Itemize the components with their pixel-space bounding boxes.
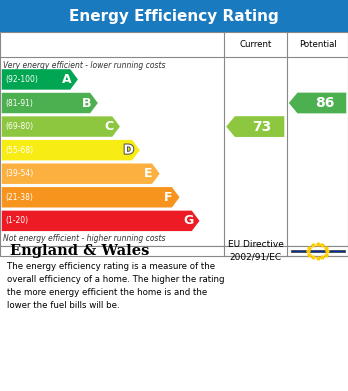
Polygon shape bbox=[2, 211, 199, 231]
Polygon shape bbox=[2, 163, 160, 184]
Text: (81-91): (81-91) bbox=[5, 99, 33, 108]
Text: England & Wales: England & Wales bbox=[10, 244, 150, 258]
Text: E: E bbox=[144, 167, 153, 180]
Bar bbox=[291, 250, 345, 252]
Bar bbox=[0, 246, 348, 256]
Polygon shape bbox=[2, 187, 180, 208]
Text: Very energy efficient - lower running costs: Very energy efficient - lower running co… bbox=[3, 61, 166, 70]
Text: EU Directive
2002/91/EC: EU Directive 2002/91/EC bbox=[228, 240, 284, 262]
Text: (69-80): (69-80) bbox=[5, 122, 33, 131]
Text: G: G bbox=[183, 214, 193, 227]
Text: 73: 73 bbox=[253, 120, 272, 134]
Text: 86: 86 bbox=[315, 96, 334, 110]
Bar bbox=[0, 0, 348, 32]
Text: B: B bbox=[82, 97, 92, 109]
Polygon shape bbox=[289, 93, 346, 113]
Text: C: C bbox=[104, 120, 113, 133]
Text: (1-20): (1-20) bbox=[5, 216, 28, 225]
Text: (39-54): (39-54) bbox=[5, 169, 33, 178]
Polygon shape bbox=[2, 117, 120, 137]
Text: D: D bbox=[124, 143, 134, 157]
Text: Potential: Potential bbox=[299, 40, 337, 49]
Text: (21-38): (21-38) bbox=[5, 193, 33, 202]
Text: F: F bbox=[164, 191, 173, 204]
Polygon shape bbox=[2, 140, 140, 160]
Text: Not energy efficient - higher running costs: Not energy efficient - higher running co… bbox=[3, 234, 166, 243]
Text: The energy efficiency rating is a measure of the
overall efficiency of a home. T: The energy efficiency rating is a measur… bbox=[7, 262, 224, 310]
Text: Current: Current bbox=[239, 40, 272, 49]
Polygon shape bbox=[2, 69, 78, 90]
Text: (55-68): (55-68) bbox=[5, 145, 33, 155]
Polygon shape bbox=[2, 93, 98, 113]
Text: A: A bbox=[62, 73, 72, 86]
Bar bbox=[0, 32, 348, 246]
Text: (92-100): (92-100) bbox=[5, 75, 38, 84]
Text: Energy Efficiency Rating: Energy Efficiency Rating bbox=[69, 9, 279, 23]
Polygon shape bbox=[226, 116, 284, 137]
